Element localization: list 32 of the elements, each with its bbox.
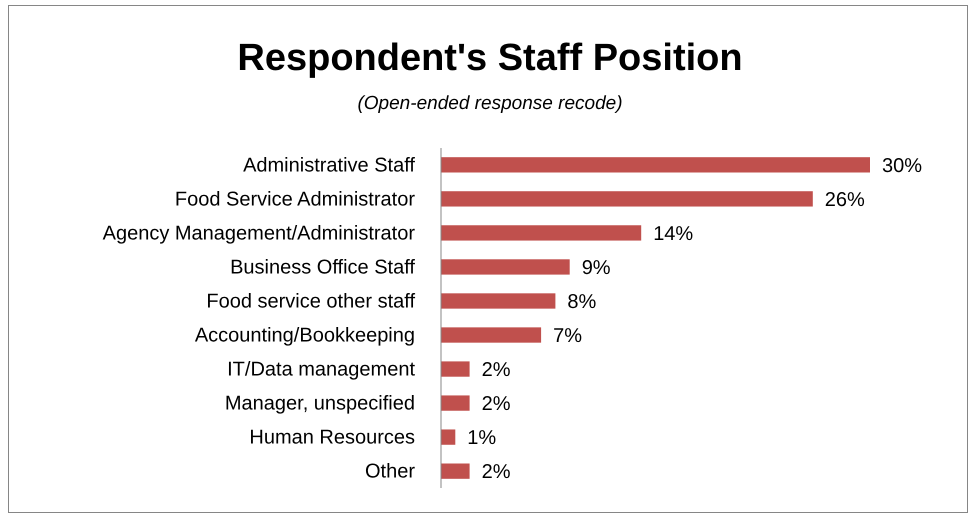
bar xyxy=(441,157,870,173)
y-tick-label: Food service other staff xyxy=(206,290,416,312)
y-tick-label: IT/Data management xyxy=(227,358,416,380)
data-label: 2% xyxy=(482,393,511,416)
bar xyxy=(441,293,556,309)
chart-subtitle: (Open-ended response recode) xyxy=(357,93,623,114)
data-label: 2% xyxy=(482,461,511,484)
y-tick-label: Accounting/Bookkeeping xyxy=(194,324,415,346)
y-tick-label: Food Service Administrator xyxy=(174,188,416,210)
y-tick-label: Other xyxy=(364,460,416,483)
data-label: 1% xyxy=(467,427,496,450)
chart-title: Respondent's Staff Position xyxy=(237,37,743,79)
bar xyxy=(441,225,642,241)
y-tick-label: Business Office Staff xyxy=(230,256,416,278)
y-tick-label: Manager, unspecified xyxy=(224,392,415,414)
bar xyxy=(441,327,542,343)
data-label: 30% xyxy=(882,154,922,177)
y-tick-label: Human Resources xyxy=(249,426,415,449)
bar xyxy=(441,191,813,207)
data-label: 8% xyxy=(567,290,597,313)
data-label: 7% xyxy=(553,325,582,348)
data-label: 2% xyxy=(482,359,511,382)
bar xyxy=(441,429,456,445)
y-tick-label: Agency Management/Administrator xyxy=(102,222,416,244)
y-tick-label: Administrative Staff xyxy=(243,154,416,176)
data-label: 26% xyxy=(824,188,866,211)
data-label: 14% xyxy=(653,222,694,245)
bar xyxy=(441,361,470,377)
bar xyxy=(441,463,470,479)
data-label: 9% xyxy=(582,256,611,279)
bar xyxy=(441,259,570,275)
bar xyxy=(441,395,470,411)
